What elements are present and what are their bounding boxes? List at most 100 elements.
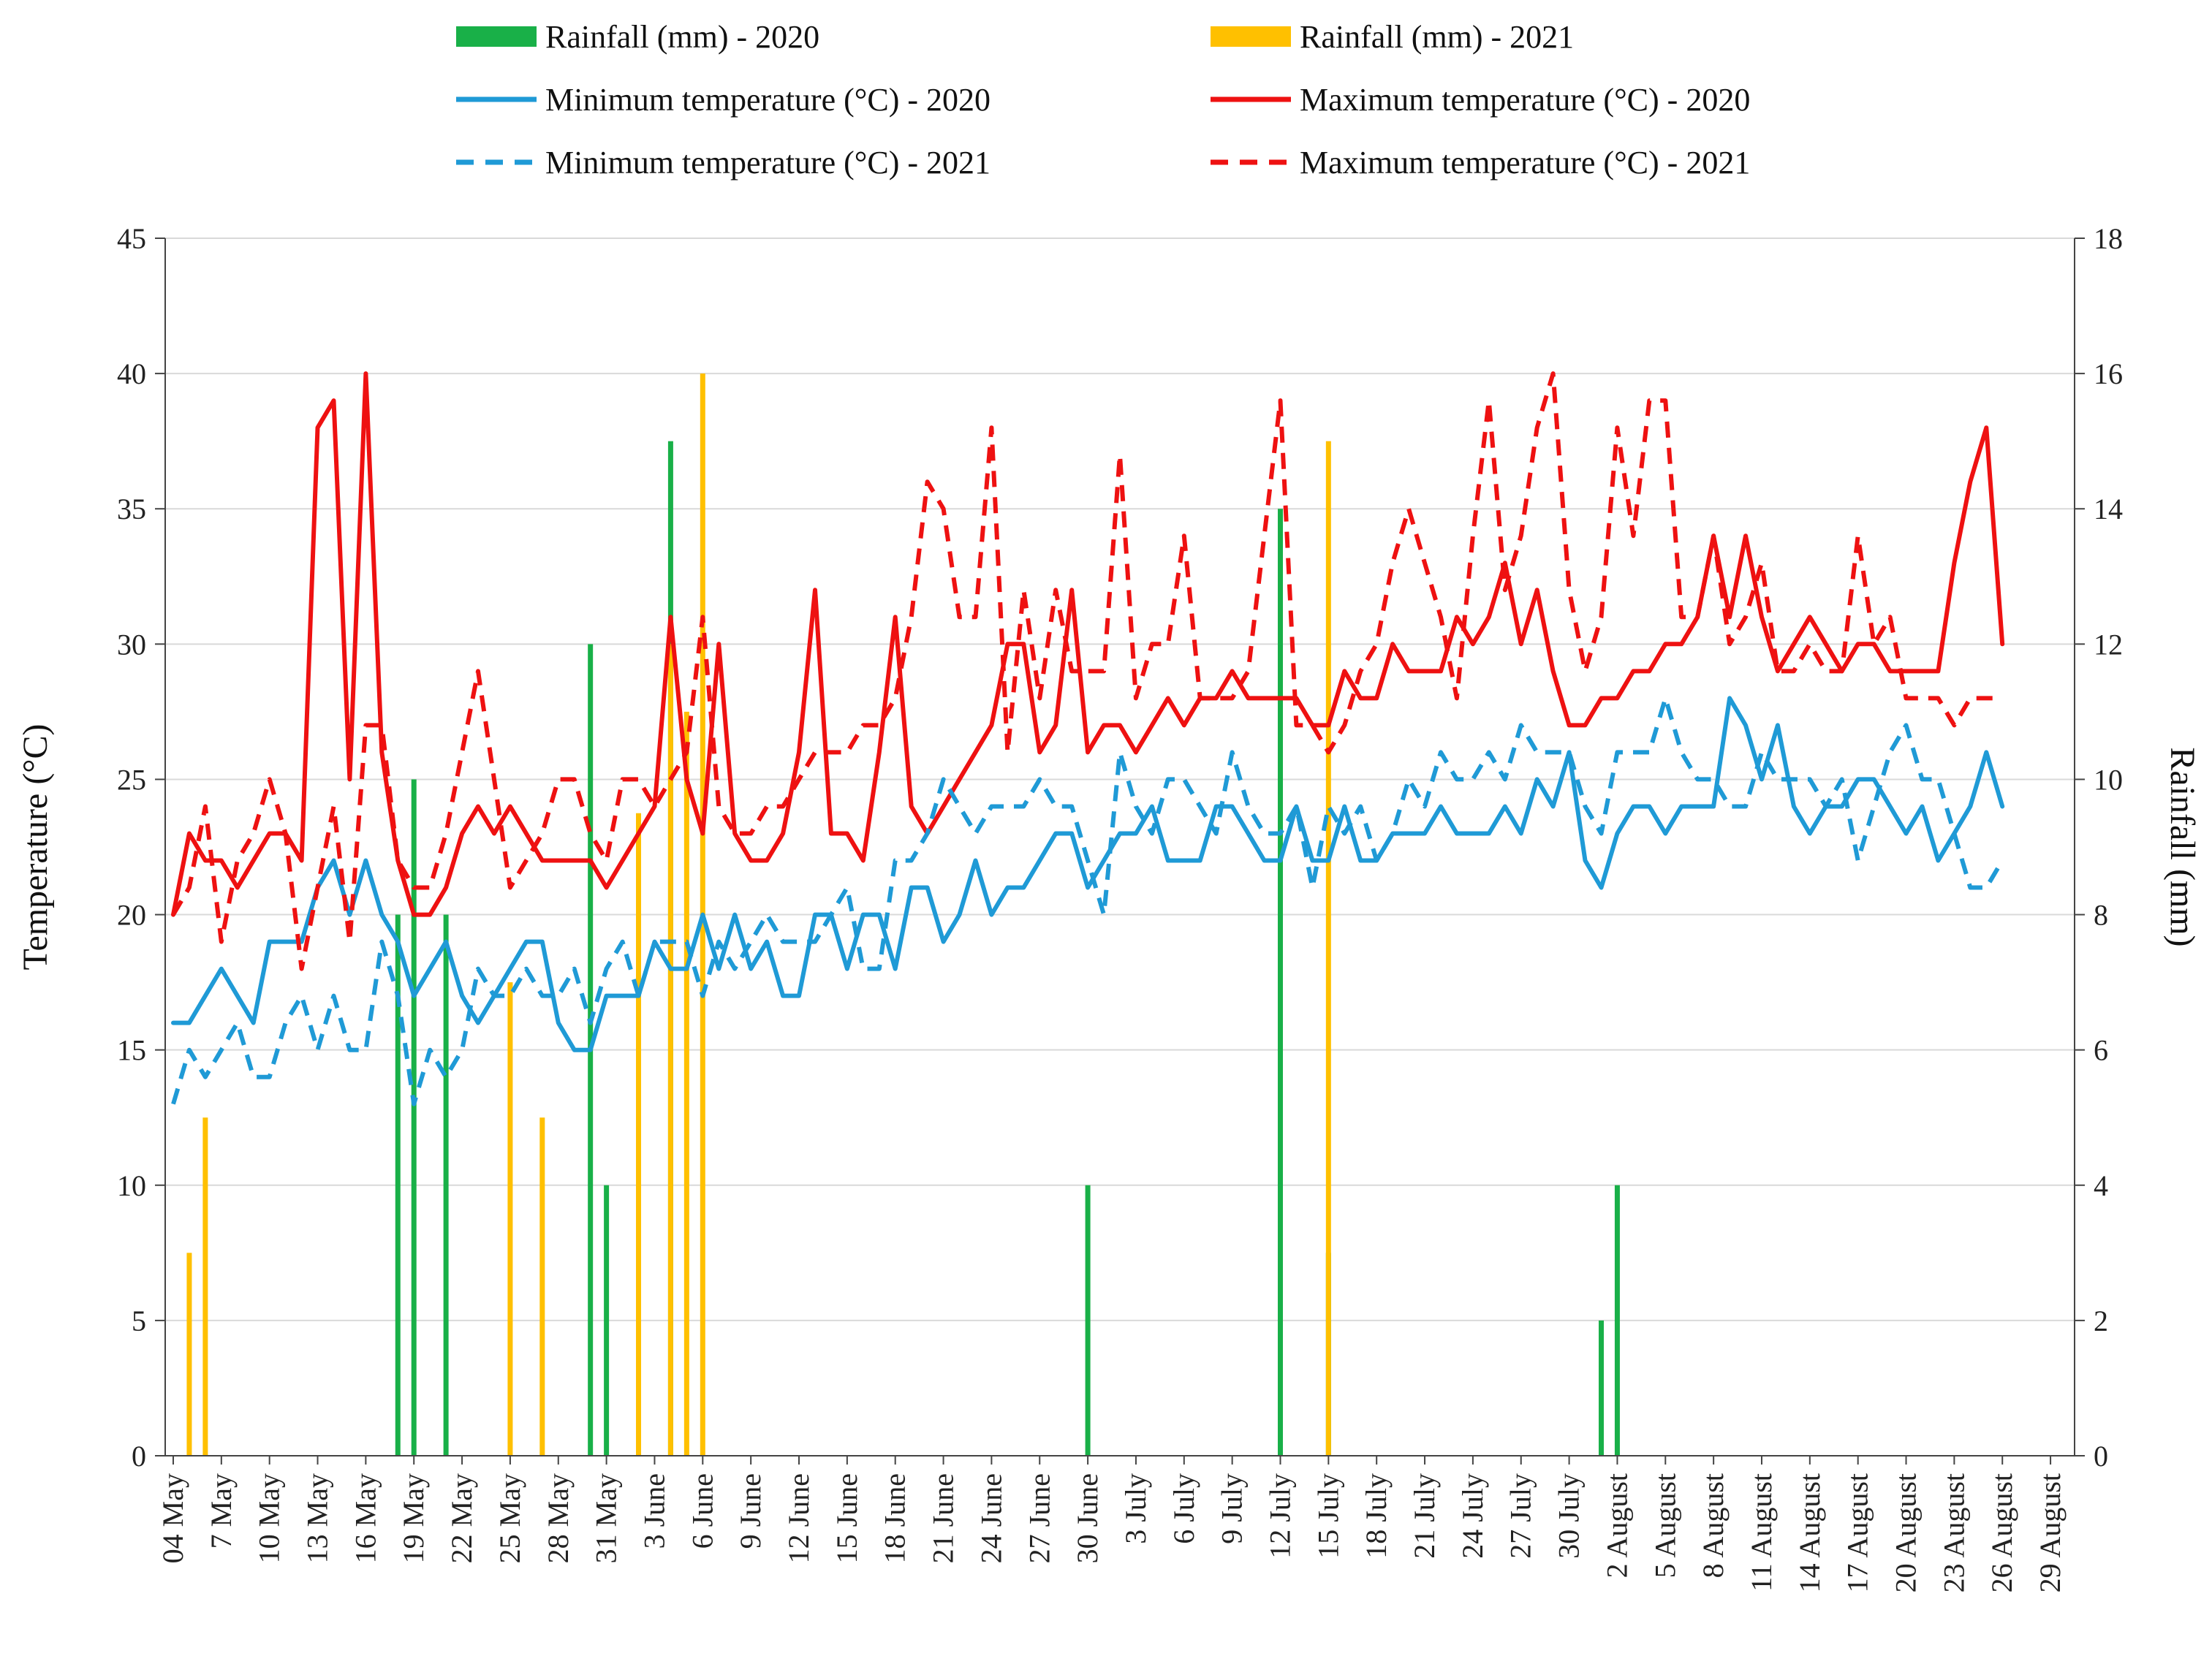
x-tick-label: 16 May: [349, 1473, 382, 1563]
x-tick-label: 29 August: [2034, 1473, 2067, 1592]
legend-max-temp-2021: Maximum temperature (°C) - 2021: [1211, 145, 1750, 181]
right-tick-label: 6: [2094, 1034, 2108, 1067]
x-tick-label: 6 June: [686, 1473, 719, 1549]
x-tick-label: 10 May: [253, 1473, 286, 1563]
x-tick-label: 23 August: [1937, 1473, 1970, 1592]
axes: 0 5 10 15 20 25 30 35 40 45 0 2 4 6 8 10 12 14 16 18 04 May 7…: [16, 222, 2202, 1592]
x-tick-label: 11 August: [1745, 1473, 1778, 1592]
x-tick-label: 8 August: [1697, 1473, 1730, 1578]
min-temp-2021-line: [171, 696, 2004, 1106]
x-tick-label: 20 August: [1890, 1473, 1923, 1592]
rainfall-2021-bar: [202, 1117, 208, 1456]
left-tick-label: 0: [132, 1440, 146, 1473]
rainfall-2020-bar: [1085, 1185, 1091, 1456]
left-tick-label: 15: [117, 1034, 146, 1067]
rainfall-2020-bar: [1614, 1185, 1620, 1456]
x-tick-label: 30 July: [1553, 1473, 1586, 1559]
x-tick-label: 13 May: [301, 1473, 334, 1563]
left-tick-label: 10: [117, 1169, 146, 1202]
right-tick-label: 12: [2094, 628, 2123, 661]
legend-rainfall-2021-swatch: [1211, 26, 1291, 47]
x-tick-label: 5 August: [1648, 1473, 1681, 1578]
x-tick-label: 19 May: [397, 1473, 430, 1563]
rainfall-2020-bar: [604, 1185, 610, 1456]
legend-min-temp-2020-label: Minimum temperature (°C) - 2020: [545, 82, 991, 118]
max-temp-2021-line: [171, 371, 2003, 971]
x-tick-label: 3 July: [1119, 1473, 1152, 1544]
legend: Rainfall (mm) - 2020 Rainfall (mm) - 2021…: [456, 19, 1750, 181]
x-tick-label: 17 August: [1841, 1473, 1874, 1592]
left-tick-label: 25: [117, 763, 146, 796]
x-tick-label: 18 July: [1360, 1473, 1393, 1559]
right-tick-label: 10: [2094, 763, 2123, 796]
x-tick-label: 15 June: [830, 1473, 863, 1563]
left-tick-label: 5: [132, 1304, 146, 1337]
temperature-lines: [171, 371, 2005, 1106]
rainfall-2020-bar: [1277, 509, 1283, 1456]
x-tick-label: 12 June: [782, 1473, 815, 1563]
right-tick-label: 2: [2094, 1304, 2108, 1337]
right-tick-label: 16: [2094, 357, 2123, 390]
right-tick-label: 18: [2094, 222, 2123, 255]
left-tick-label: 40: [117, 357, 146, 390]
x-tick-label: 9 July: [1216, 1473, 1249, 1544]
x-tick-label: 21 July: [1408, 1473, 1441, 1559]
rainfall-2021-bar: [507, 982, 513, 1456]
x-tick-label: 2 August: [1600, 1473, 1633, 1578]
legend-max-temp-2021-label: Maximum temperature (°C) - 2021: [1300, 145, 1750, 181]
right-axis-title: Rainfall (mm): [2163, 747, 2202, 946]
rainfall-2021-bar: [186, 1253, 192, 1456]
right-tick-label: 14: [2094, 493, 2123, 525]
gridlines: [165, 238, 2075, 1321]
legend-rainfall-2020: Rainfall (mm) - 2020: [456, 19, 819, 55]
legend-rainfall-2020-swatch: [456, 26, 537, 47]
x-tick-label: 28 May: [542, 1473, 575, 1563]
x-tick-label: 9 June: [734, 1473, 767, 1549]
right-tick-label: 8: [2094, 899, 2108, 932]
rainfall-2020-bar: [443, 914, 449, 1456]
legend-max-temp-2020: Maximum temperature (°C) - 2020: [1211, 82, 1750, 118]
left-tick-label: 30: [117, 628, 146, 661]
legend-min-temp-2020: Minimum temperature (°C) - 2020: [456, 82, 991, 118]
rainfall-2021-bar: [683, 711, 689, 1456]
legend-rainfall-2021-label: Rainfall (mm) - 2021: [1300, 19, 1574, 55]
rainfall-2020-bar: [1598, 1320, 1604, 1456]
x-tick-label: 21 June: [927, 1473, 960, 1563]
x-tick-label: 25 May: [493, 1473, 526, 1563]
rainfall-2020-bar: [411, 779, 417, 1456]
x-tick-label: 30 June: [1071, 1473, 1104, 1563]
x-tick-label: 26 August: [1985, 1473, 2018, 1592]
legend-max-temp-2020-label: Maximum temperature (°C) - 2020: [1300, 82, 1750, 118]
x-tick-label: 6 July: [1167, 1473, 1200, 1544]
rainfall-2021-bar: [636, 813, 642, 1456]
x-tick-label: 18 June: [879, 1473, 912, 1563]
x-tick-label: 3 June: [637, 1473, 670, 1549]
min-temp-2020-line: [171, 696, 2005, 1052]
rainfall-bars: [186, 373, 1620, 1456]
rainfall-2021-bar: [1325, 441, 1331, 1456]
x-tick-label: 27 July: [1504, 1473, 1537, 1559]
left-tick-label: 45: [117, 222, 146, 255]
x-tick-label: 22 May: [445, 1473, 478, 1563]
x-tick-label: 27 June: [1023, 1473, 1056, 1563]
left-tick-label: 20: [117, 899, 146, 932]
legend-rainfall-2021: Rainfall (mm) - 2021: [1211, 19, 1574, 55]
legend-min-temp-2021-label: Minimum temperature (°C) - 2021: [545, 145, 991, 181]
x-tick-label: 14 August: [1793, 1473, 1826, 1592]
x-tick-label: 15 July: [1311, 1473, 1344, 1559]
right-tick-label: 0: [2094, 1440, 2108, 1473]
legend-min-temp-2021: Minimum temperature (°C) - 2021: [456, 145, 991, 181]
x-tick-label: 12 July: [1263, 1473, 1296, 1559]
x-tick-label: 04 May: [156, 1473, 189, 1563]
x-tick-label: 7 May: [205, 1473, 238, 1549]
right-tick-label: 4: [2094, 1169, 2108, 1202]
x-tick-label: 24 June: [974, 1473, 1007, 1563]
rainfall-2020-bar: [395, 914, 401, 1456]
rainfall-2021-bar: [539, 1117, 545, 1456]
x-tick-label: 31 May: [590, 1473, 623, 1563]
legend-rainfall-2020-label: Rainfall (mm) - 2020: [545, 19, 819, 55]
x-tick-label: 24 July: [1456, 1473, 1489, 1559]
left-axis-title: Temperature (°C): [16, 723, 55, 970]
